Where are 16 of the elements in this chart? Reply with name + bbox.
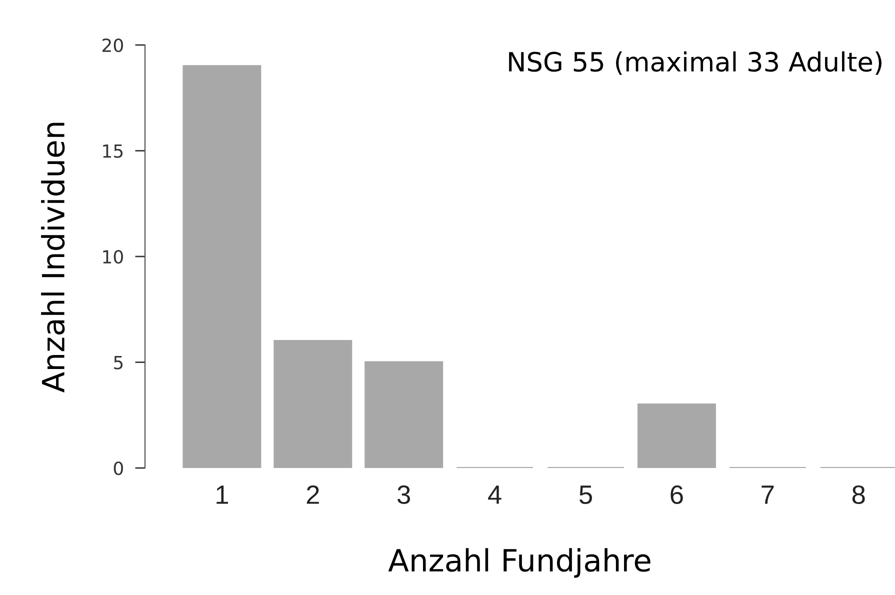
y-tick-label: 5 <box>114 356 123 370</box>
x-tick-label: 1 <box>216 486 228 504</box>
x-tick-label: 2 <box>306 485 319 504</box>
y-tick-label: 10 <box>103 250 123 264</box>
x-tick-label: 3 <box>398 485 410 504</box>
x-tick-label: 7 <box>762 486 774 504</box>
x-tick-label: 5 <box>579 486 592 504</box>
x-tick-label: 8 <box>852 485 865 504</box>
y-tick-label: 0 <box>114 461 123 476</box>
x-axis-title: Anzahl Fundjahre <box>388 548 650 578</box>
x-tick-label: 4 <box>488 486 502 504</box>
annotation: NSG 55 (maximal 33 Adulte) <box>509 51 882 75</box>
x-tick-label: 6 <box>670 485 683 504</box>
y-tick-label: 20 <box>102 38 123 52</box>
y-tick-label: 15 <box>103 144 123 158</box>
y-axis-title: Anzahl Individuen <box>41 122 65 392</box>
